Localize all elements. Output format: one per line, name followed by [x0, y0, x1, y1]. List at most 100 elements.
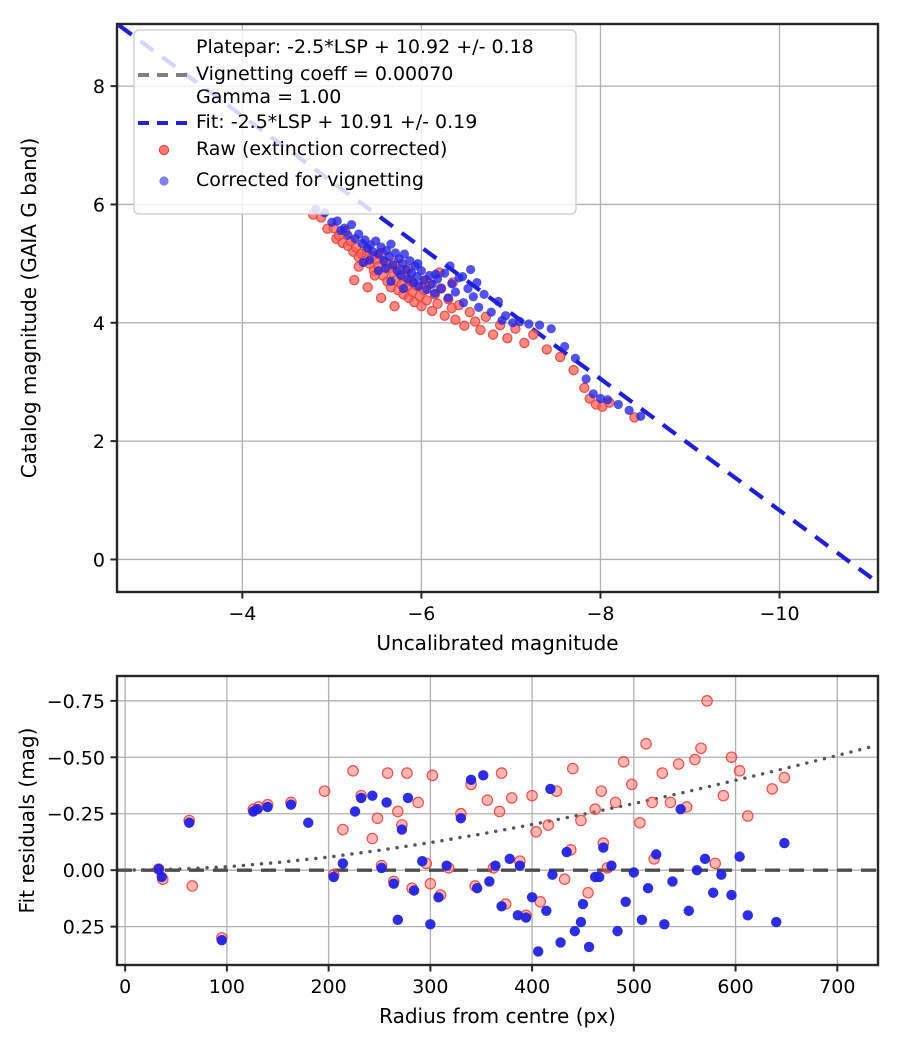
data-point — [603, 395, 613, 405]
data-point — [346, 219, 357, 230]
data-point — [478, 770, 489, 781]
tick-label-y: 8 — [93, 76, 105, 98]
data-point — [396, 270, 406, 281]
legend-entry-label: Corrected for vignetting — [196, 169, 424, 191]
tick-label-y: 0.25 — [63, 917, 105, 939]
data-point — [433, 892, 444, 903]
data-point — [443, 293, 453, 303]
data-point — [555, 937, 566, 948]
data-point — [475, 324, 486, 336]
data-point — [440, 268, 450, 278]
data-point — [389, 301, 400, 312]
tick-label-y: 4 — [93, 313, 105, 335]
data-point — [514, 860, 526, 871]
data-point — [337, 823, 349, 836]
data-point — [546, 324, 556, 334]
data-point — [414, 281, 424, 291]
data-point — [675, 804, 686, 815]
data-point — [386, 276, 396, 286]
data-point — [646, 796, 658, 809]
data-point — [426, 769, 439, 782]
axes-spine — [115, 22, 880, 594]
data-point — [534, 320, 545, 330]
tick-label-x: 200 — [310, 976, 346, 998]
data-point — [347, 765, 359, 777]
data-point — [547, 869, 558, 880]
legend-marker-handle — [158, 144, 170, 156]
data-point — [381, 797, 392, 808]
data-point — [455, 813, 467, 824]
data-point — [402, 792, 414, 804]
data-point — [386, 239, 396, 249]
axes-frame-fit-residuals — [115, 674, 880, 967]
tick-label-x: 100 — [209, 976, 245, 998]
series-corrected-fit-residuals — [153, 770, 790, 957]
tick-label-y: 2 — [93, 431, 105, 453]
data-point — [561, 846, 572, 858]
data-point — [156, 871, 167, 883]
data-point — [318, 785, 331, 797]
data-point — [373, 266, 384, 276]
series-raw-fit-residuals — [152, 695, 791, 944]
tick-label-y: 6 — [93, 194, 105, 216]
data-point — [512, 910, 524, 921]
data-point — [349, 806, 361, 817]
data-point — [716, 869, 727, 880]
data-point — [496, 901, 507, 912]
data-point — [412, 796, 424, 809]
data-point — [391, 805, 404, 818]
data-point — [432, 298, 443, 310]
data-point — [450, 287, 461, 297]
data-point — [766, 783, 778, 795]
data-point — [216, 934, 227, 946]
data-point — [541, 344, 552, 355]
data-point — [558, 873, 571, 885]
data-point — [364, 255, 375, 265]
data-point — [471, 883, 483, 894]
data-point — [285, 799, 297, 810]
data-point — [371, 812, 384, 825]
data-point — [465, 774, 477, 786]
gridlines-fit-residuals — [117, 676, 878, 965]
data-point — [484, 876, 495, 887]
data-point — [636, 914, 648, 926]
data-point — [184, 817, 195, 828]
data-point — [508, 318, 518, 328]
tick-label-x: −4 — [228, 603, 256, 625]
data-point — [566, 762, 579, 775]
tick-label-x: −8 — [586, 603, 614, 625]
data-point — [568, 364, 579, 376]
data-point — [416, 266, 426, 276]
tick-label-x: 300 — [412, 976, 448, 998]
legend-entry-label: Vignetting coeff = 0.00070 — [196, 63, 453, 85]
data-point — [595, 785, 608, 797]
panel-fit-residuals: 0 100 200 300 400 500 600 700 0.25 0.00 −0.25 −0.50… — [15, 674, 880, 1028]
data-point — [493, 296, 503, 307]
data-point — [620, 896, 631, 907]
data-point — [528, 329, 539, 340]
data-point — [439, 310, 450, 321]
data-point — [545, 783, 556, 795]
axis-labels-fit-residuals: Radius from centre (px) Fit residuals (ma… — [15, 728, 616, 1028]
axes-frame-photometric-calibration — [115, 22, 880, 594]
legend-entry-label: Raw (extinction corrected) — [196, 138, 447, 160]
data-point — [472, 277, 482, 288]
data-point — [742, 910, 753, 921]
data-point — [502, 332, 513, 344]
ticks-fit-residuals: 0 100 200 300 400 500 600 700 0.25 0.00 −0.25 −0.50… — [47, 691, 856, 998]
data-point — [741, 810, 754, 822]
data-point — [493, 805, 506, 818]
data-point — [575, 916, 587, 928]
data-point — [581, 374, 591, 384]
data-point — [683, 905, 694, 917]
data-point — [570, 353, 580, 363]
tick-label-y: −0.50 — [47, 747, 105, 769]
data-point — [595, 393, 606, 404]
data-point — [425, 919, 436, 930]
yaxis-label: Catalog magnitude (GAIA G band) — [17, 138, 41, 479]
data-point — [388, 878, 399, 889]
data-point — [582, 886, 594, 899]
data-layer-fit-residuals — [117, 695, 878, 957]
data-point — [153, 863, 164, 875]
legend: Platepar: -2.5*LSP + 10.92 +/- 0.18 Vigne… — [133, 29, 577, 215]
